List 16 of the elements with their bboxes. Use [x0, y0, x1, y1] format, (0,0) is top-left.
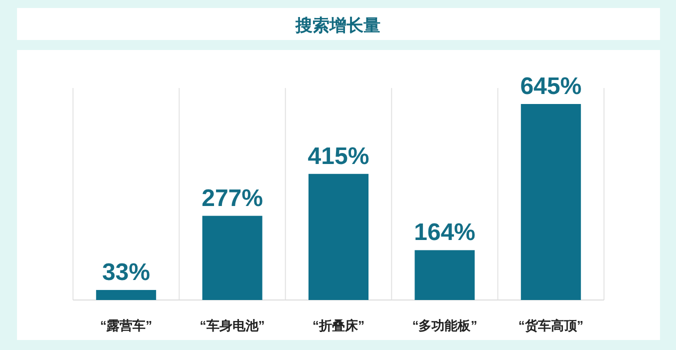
x-tick-label: “多功能板”: [412, 318, 478, 333]
bar: [308, 174, 368, 300]
data-label: 645%: [520, 73, 582, 100]
data-label: 415%: [308, 142, 370, 170]
bar: [414, 250, 475, 300]
data-label: 277%: [202, 184, 263, 212]
x-tick-label: “车身电池”: [200, 318, 265, 333]
x-tick-label: “露营车”: [100, 318, 152, 333]
data-label: 33%: [102, 258, 150, 286]
data-label: 164%: [414, 219, 476, 246]
x-tick-label: “折叠床”: [312, 318, 364, 333]
x-tick-label: “货车高顶”: [518, 318, 584, 333]
bar: [96, 290, 156, 300]
bar: [202, 216, 262, 300]
chart-title: 搜索增长量: [294, 16, 380, 35]
bar: [520, 104, 581, 300]
